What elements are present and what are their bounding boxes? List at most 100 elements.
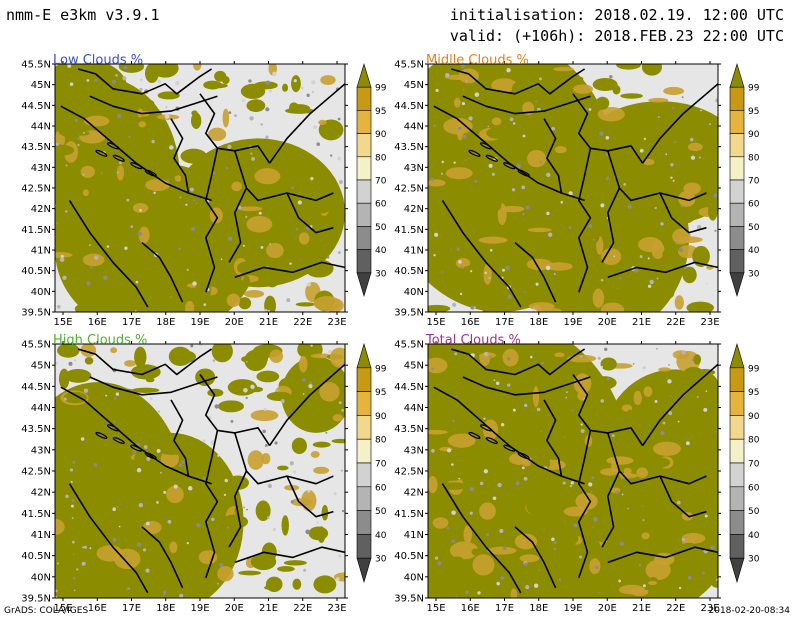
colorbar-label: 80 [375, 436, 387, 446]
map-panel: 45.5N 45N 44.5N 44N 43.5N 43N 42.5N 42N 41.5N 41N… [21, 333, 387, 614]
colorbar-label: 50 [375, 507, 387, 517]
latitude-label: 41.5N [394, 509, 424, 520]
colorbar-label: 70 [748, 460, 760, 470]
panel-title: Midlle Clouds % [426, 53, 529, 68]
longitude-label: 15E [53, 603, 72, 614]
latitude-label: 43N [31, 163, 51, 174]
colorbar-segment [356, 86, 372, 111]
longitude-label: 23E [327, 317, 346, 328]
latitude-label: 45.5N [394, 60, 424, 71]
colorbar-label: 40 [375, 531, 387, 541]
colorbar-segment [356, 534, 372, 559]
render-timestamp: 2018-02-20-08:34 [708, 606, 791, 616]
colorbar-label: 50 [375, 223, 387, 233]
colorbar-label: 95 [748, 107, 759, 117]
latitude-label: 42N [31, 488, 51, 499]
latitude-label: 40N [31, 287, 51, 298]
colorbar-segment [729, 110, 745, 134]
latitude-label: 41.5N [21, 509, 51, 520]
latitude-label: 41N [404, 246, 424, 257]
longitude-label: 23E [327, 603, 346, 614]
longitude-label: 22E [666, 317, 685, 328]
colorbar-label: 40 [748, 246, 760, 256]
longitude-label: 17E [122, 603, 141, 614]
colorbar-label: 40 [375, 246, 387, 256]
latitude-label: 39.5N [21, 308, 51, 319]
colorbar-label: 50 [748, 507, 760, 517]
longitude-label: 17E [122, 317, 141, 328]
colorbar-label: 90 [375, 412, 387, 422]
latitude-label: 42N [404, 488, 424, 499]
latitude-label: 45N [31, 361, 51, 372]
latitude-label: 45N [404, 80, 424, 91]
longitude-label: 23E [700, 603, 719, 614]
colorbar-segment [729, 272, 745, 298]
colorbar-label: 99 [748, 84, 760, 94]
colorbar-label: 30 [748, 555, 760, 565]
colorbar-label: 99 [748, 364, 760, 374]
longitude-label: 19E [190, 603, 209, 614]
colorbar-label: 90 [748, 130, 760, 140]
colorbar: 99 95 90 80 70 60 50 40 30 [356, 62, 387, 298]
colorbar-segment [356, 462, 372, 488]
latitude-label: 45.5N [394, 340, 424, 351]
latitude-label: 42N [31, 204, 51, 215]
latitude-label: 40.5N [394, 551, 424, 562]
colorbar-segment [729, 249, 745, 274]
longitude-label: 16E [88, 317, 107, 328]
longitude-label: 17E [495, 317, 514, 328]
colorbar-segment [729, 367, 745, 392]
longitude-label: 15E [426, 317, 445, 328]
longitude-label: 16E [461, 603, 480, 614]
latitude-label: 42.5N [394, 467, 424, 478]
colorbar-segment [356, 202, 372, 227]
colorbar-segment [729, 534, 745, 559]
longitude-label: 21E [632, 317, 651, 328]
colorbar-segment [729, 156, 745, 181]
longitude-label: 21E [259, 603, 278, 614]
colorbar-label: 80 [375, 153, 387, 163]
colorbar-segment [356, 156, 372, 181]
colorbar: 99 95 90 80 70 60 50 40 30 [729, 342, 760, 584]
longitude-label: 18E [529, 317, 548, 328]
longitude-label: 23E [700, 317, 719, 328]
colorbar-segment [356, 62, 372, 88]
colorbar-segment [729, 510, 745, 535]
latitude-label: 44.5N [394, 382, 424, 393]
latitude-label: 45.5N [21, 60, 51, 71]
longitude-label: 18E [529, 603, 548, 614]
colorbar-label: 99 [375, 84, 387, 94]
colorbar-segment [356, 133, 372, 158]
colorbar-segment [356, 557, 372, 584]
longitude-label: 20E [225, 603, 244, 614]
latitude-label: 40.5N [21, 551, 51, 562]
colorbar-segment [729, 342, 745, 369]
colorbar-label: 90 [375, 130, 387, 140]
latitude-label: 43N [31, 445, 51, 456]
latitude-label: 43.5N [394, 424, 424, 435]
colorbar-segment [729, 86, 745, 111]
longitude-label: 16E [461, 317, 480, 328]
latitude-label: 42.5N [21, 467, 51, 478]
latitude-label: 44N [31, 403, 51, 414]
latitude-label: 43.5N [394, 142, 424, 153]
longitude-label: 15E [426, 603, 445, 614]
colorbar-segment [729, 133, 745, 158]
latitude-label: 40N [404, 572, 424, 583]
longitude-label: 18E [156, 317, 175, 328]
colorbar-label: 50 [748, 223, 760, 233]
colorbar-segment [729, 462, 745, 488]
latitude-label: 42.5N [21, 184, 51, 195]
colorbar-label: 60 [748, 200, 760, 210]
colorbar-segment [356, 438, 372, 464]
map-panel: 45.5N 45N 44.5N 44N 43.5N 43N 42.5N 42N 41.5N 41N… [394, 333, 760, 614]
longitude-label: 16E [88, 603, 107, 614]
colorbar-label: 70 [748, 177, 760, 187]
grads-credit: GrADS: COLA/IGES [4, 606, 89, 616]
latitude-label: 44.5N [394, 101, 424, 112]
colorbar-segment [356, 226, 372, 250]
colorbar-label: 90 [748, 412, 760, 422]
latitude-label: 43N [404, 445, 424, 456]
model-title: nmm-E e3km v3.9.1 [6, 6, 160, 24]
latitude-label: 40.5N [21, 266, 51, 277]
